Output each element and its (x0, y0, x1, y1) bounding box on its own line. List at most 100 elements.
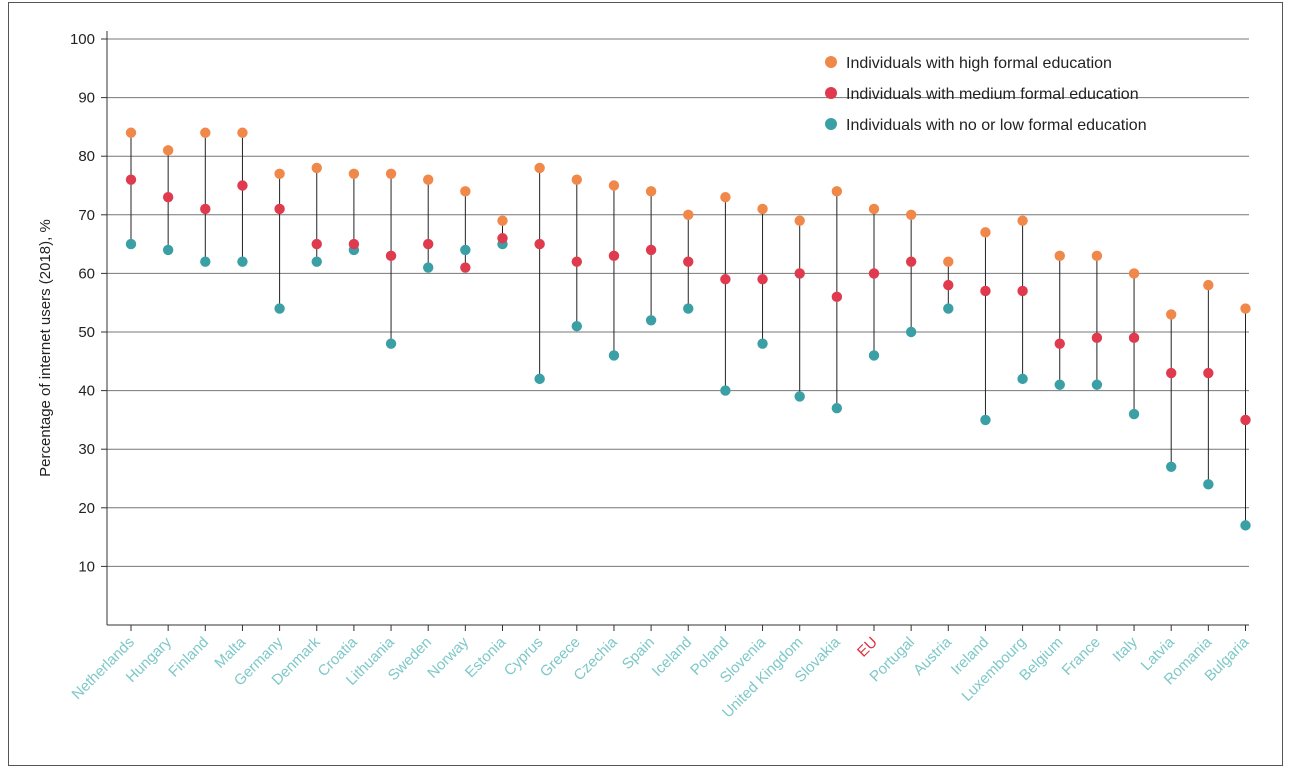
x-tick-label: EU (854, 634, 881, 661)
data-point (980, 227, 991, 238)
data-point (1240, 414, 1251, 426)
data-point (720, 274, 731, 285)
data-point (534, 373, 545, 385)
data-point (162, 244, 174, 256)
data-point (534, 238, 545, 250)
data-point (645, 186, 657, 197)
data-point (423, 174, 434, 185)
x-tick-label: Austria (910, 633, 955, 678)
data-point (1203, 279, 1214, 291)
data-point (1091, 332, 1103, 344)
y-tick-label: 100 (70, 31, 95, 48)
data-point (683, 256, 694, 267)
data-point (200, 127, 211, 138)
data-point (794, 268, 805, 279)
y-tick-label: 80 (78, 148, 95, 165)
y-axis-title: Percentage of internet users (2018), % (37, 219, 54, 477)
data-point (645, 315, 657, 326)
data-point (757, 338, 768, 349)
data-point (385, 338, 397, 349)
y-axis: 10 20 30 40 50 60 70 80 90 100 (70, 31, 108, 625)
x-tick-label: France (1059, 634, 1104, 679)
data-point (683, 303, 694, 314)
data-point (794, 215, 805, 226)
data-point (1166, 309, 1177, 320)
data-point (274, 303, 285, 314)
data-point (571, 320, 582, 332)
x-tick-label: Iceland (649, 634, 695, 680)
x-tick-label: Finland (165, 634, 212, 681)
y-tick-label: 20 (78, 500, 95, 517)
data-point (1054, 379, 1065, 390)
y-tick-label: 30 (78, 441, 95, 458)
data-point (460, 186, 471, 197)
y-tick-label: 10 (78, 558, 95, 575)
data-point (831, 291, 843, 303)
data-point (608, 350, 620, 361)
y-tick-label: 90 (78, 90, 95, 107)
legend-label: Individuals with no or low formal educat… (846, 117, 1147, 134)
data-point (237, 127, 248, 138)
data-point (423, 238, 434, 250)
data-point (868, 350, 880, 361)
gridlines (107, 38, 1249, 567)
legend: Individuals with high formal education In… (825, 55, 1147, 134)
data-point (720, 385, 731, 396)
data-point (125, 238, 137, 250)
data-point (385, 168, 397, 179)
data-point (125, 127, 137, 138)
data-point (460, 262, 471, 273)
data-point (943, 303, 954, 314)
data-point (905, 326, 917, 338)
data-point (1240, 303, 1251, 314)
range-lines (130, 132, 1246, 526)
y-tick-label: 60 (78, 265, 95, 282)
legend-label: Individuals with medium formal education (846, 86, 1139, 103)
data-point (608, 180, 620, 191)
data-point (348, 238, 360, 250)
y-tick-label: 50 (78, 324, 95, 341)
data-point (1054, 250, 1065, 262)
data-point (1203, 367, 1214, 379)
data-point (200, 203, 211, 215)
data-point (980, 285, 991, 297)
data-point (311, 162, 322, 174)
data-point (1128, 408, 1140, 420)
data-point (385, 250, 397, 262)
data-point (311, 238, 322, 250)
data-point (1017, 373, 1028, 385)
data-point (943, 279, 954, 291)
data-point (274, 168, 285, 179)
legend-label: Individuals with high formal education (846, 55, 1112, 72)
data-point (645, 244, 657, 256)
data-point (125, 174, 137, 185)
legend-marker (825, 118, 837, 130)
data-point (757, 203, 768, 215)
data-point (1091, 250, 1103, 262)
data-point (1166, 461, 1177, 472)
data-point (571, 256, 582, 267)
data-point (497, 233, 508, 244)
data-point (348, 168, 360, 179)
data-point (423, 262, 434, 273)
data-point (274, 203, 285, 215)
x-tick-label: Norway (424, 633, 472, 681)
data-point (868, 203, 880, 215)
data-point (534, 162, 545, 174)
x-tick-label: Italy (1109, 633, 1141, 665)
dot-range-chart: 10 20 30 40 50 60 70 80 90 100 NetherlandsHungary… (37, 31, 1253, 721)
data-point (757, 274, 768, 285)
data-point (683, 209, 694, 220)
data-point (868, 268, 880, 279)
data-point (1166, 367, 1177, 379)
data-point (905, 256, 917, 267)
x-tick-label: Estonia (462, 633, 510, 681)
data-point (497, 215, 508, 226)
data-point (1240, 520, 1251, 531)
data-point (1128, 332, 1140, 344)
data-point (980, 414, 991, 426)
data-point (943, 256, 954, 267)
data-point (1054, 338, 1065, 349)
data-point (831, 186, 843, 197)
